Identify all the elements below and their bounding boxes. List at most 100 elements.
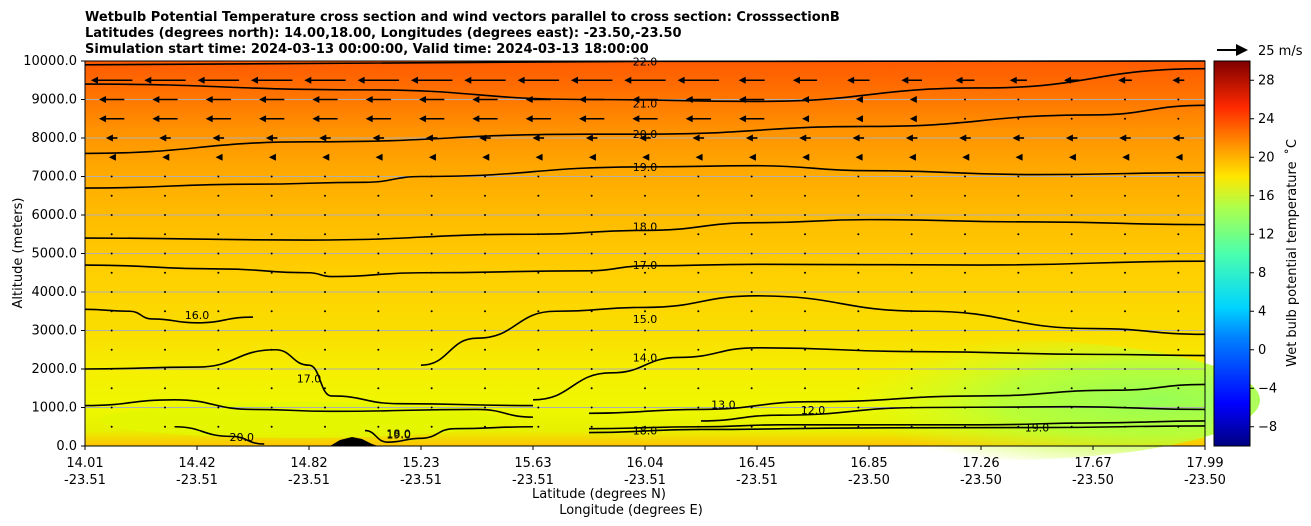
wind-vector-head bbox=[955, 76, 963, 84]
wind-vector bbox=[964, 271, 966, 274]
x-tick-label-lat: 14.01 bbox=[66, 456, 103, 471]
contour-label: 14.0 bbox=[633, 351, 658, 364]
wind-vector bbox=[697, 406, 700, 409]
wind-vector bbox=[324, 175, 326, 178]
colorbar-tick-label: 4 bbox=[1258, 304, 1266, 319]
wind-vector-head bbox=[532, 134, 540, 142]
wind-vector bbox=[964, 98, 966, 101]
wind-vector-head bbox=[1172, 134, 1180, 142]
wind-vector bbox=[697, 214, 700, 216]
wind-vector-head bbox=[739, 96, 747, 103]
wind-vector bbox=[217, 406, 220, 409]
wind-vector bbox=[910, 387, 913, 390]
wind-vector bbox=[644, 271, 646, 274]
wind-vector bbox=[484, 329, 486, 332]
wind-vector bbox=[1124, 368, 1126, 370]
wind-vector-head bbox=[908, 153, 916, 161]
x-tick-label-lon: -23.51 bbox=[176, 473, 218, 488]
wind-vector bbox=[804, 310, 806, 313]
wind-vector bbox=[1177, 233, 1180, 236]
wind-vector bbox=[110, 310, 113, 313]
wind-vector bbox=[750, 214, 753, 216]
wind-vector bbox=[430, 214, 433, 216]
wind-vector bbox=[910, 194, 913, 197]
wind-vector bbox=[1124, 214, 1126, 216]
wind-vector bbox=[964, 233, 966, 236]
wind-vector-head bbox=[1012, 134, 1020, 142]
wind-vector bbox=[377, 271, 380, 274]
wind-vector bbox=[1017, 368, 1020, 370]
wind-vector bbox=[697, 233, 700, 236]
quiver-key: 25 m/s bbox=[1217, 44, 1303, 59]
wind-vector bbox=[217, 387, 220, 390]
wind-vector bbox=[164, 348, 166, 351]
contour-line bbox=[420, 295, 1206, 366]
x-tick-label-lon: -23.51 bbox=[400, 473, 442, 488]
wind-vector bbox=[804, 233, 806, 236]
contour-label: 17.0 bbox=[633, 259, 658, 272]
wind-vector bbox=[910, 310, 913, 313]
y-tick-label: 5000.0 bbox=[32, 247, 78, 262]
wind-vector bbox=[164, 425, 166, 428]
wind-vector bbox=[110, 425, 113, 428]
wind-vector bbox=[590, 329, 593, 332]
wind-vector bbox=[164, 310, 166, 313]
wind-vector bbox=[697, 348, 700, 351]
wind-vector bbox=[1124, 98, 1126, 101]
wind-vector bbox=[804, 368, 806, 370]
wind-vector bbox=[644, 425, 646, 428]
wind-vector bbox=[270, 406, 273, 409]
wind-vector-head bbox=[535, 153, 543, 161]
wind-vector bbox=[1177, 387, 1180, 390]
wind-vector bbox=[750, 271, 753, 274]
wind-vector-head bbox=[159, 134, 167, 142]
wind-vector bbox=[1017, 98, 1020, 101]
wind-vector-head bbox=[802, 96, 810, 103]
wind-vector-head bbox=[319, 134, 327, 142]
wind-vector bbox=[430, 310, 433, 313]
contour-label: 17.0 bbox=[297, 373, 322, 386]
wind-vector-head bbox=[632, 115, 640, 123]
y-tick-label: 0.0 bbox=[56, 439, 77, 454]
wind-vector bbox=[1017, 329, 1020, 332]
wind-vector bbox=[537, 310, 540, 313]
wind-vector-head bbox=[419, 96, 427, 103]
colorbar-tick-label: 12 bbox=[1258, 227, 1275, 242]
wind-vector bbox=[910, 368, 913, 370]
wind-vector bbox=[750, 291, 753, 293]
colorbar-tick-label: 24 bbox=[1258, 112, 1275, 127]
wind-vector bbox=[910, 425, 913, 428]
wind-vector-head bbox=[695, 153, 703, 161]
x-axis: 14.01 -23.51 14.42 -23.51 14.82 -23.51 15.23 -2… bbox=[64, 446, 1226, 488]
wind-vector bbox=[110, 175, 113, 178]
wind-vector bbox=[1017, 271, 1020, 274]
wind-vector bbox=[110, 252, 113, 255]
wind-vector bbox=[430, 233, 433, 236]
wind-vector bbox=[804, 271, 806, 274]
wind-vector bbox=[484, 252, 486, 255]
wind-vector bbox=[910, 175, 913, 178]
wind-vector bbox=[697, 329, 700, 332]
wind-vector bbox=[430, 368, 433, 370]
wind-vector-head bbox=[304, 76, 312, 84]
colorbar-tick-label: 8 bbox=[1258, 266, 1266, 281]
wind-vector-head bbox=[152, 96, 160, 103]
x-tick-label-lon: -23.51 bbox=[624, 473, 666, 488]
contour-label: 13.0 bbox=[711, 398, 736, 411]
wind-vector bbox=[590, 406, 593, 409]
wind-vector bbox=[644, 194, 646, 197]
y-tick-label: 1000.0 bbox=[32, 401, 78, 416]
wind-vector bbox=[1070, 271, 1073, 274]
wind-vector bbox=[484, 175, 486, 178]
wind-vector bbox=[1017, 214, 1020, 216]
wind-vector bbox=[1017, 194, 1020, 197]
wind-vector bbox=[377, 425, 380, 428]
wind-vector-head bbox=[162, 153, 170, 161]
wind-vector bbox=[110, 348, 113, 351]
wind-vector bbox=[750, 425, 753, 428]
wind-vector-head bbox=[639, 134, 647, 142]
wind-vector bbox=[1070, 291, 1073, 293]
wind-vector bbox=[964, 329, 966, 332]
wind-vector bbox=[484, 291, 486, 293]
